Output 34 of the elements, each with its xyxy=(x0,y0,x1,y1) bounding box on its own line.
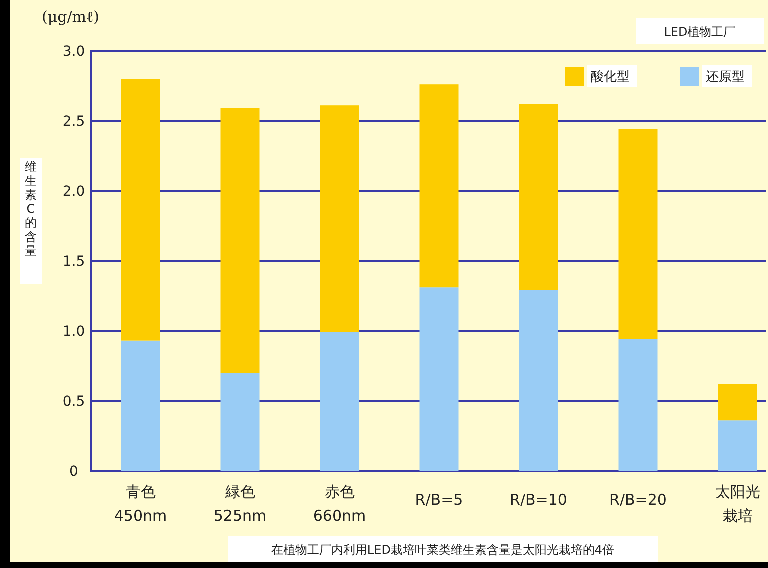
bar xyxy=(220,108,260,373)
bar xyxy=(121,340,160,471)
bar xyxy=(220,373,260,471)
y-axis-title: 维生素C的含量 xyxy=(25,160,37,258)
bar xyxy=(320,106,360,332)
bar xyxy=(121,79,160,341)
y-tick-label: 0 xyxy=(70,464,78,480)
x-tick-label: R/B=10 xyxy=(510,491,568,509)
y-tick-label: 0.5 xyxy=(62,394,86,410)
x-tick-label: 緑色 525nm xyxy=(214,483,267,525)
y-tick-label: 3.0 xyxy=(62,44,86,60)
bar xyxy=(320,332,360,471)
bar xyxy=(519,104,558,290)
x-tick-label: 太阳光栽培 xyxy=(715,483,760,525)
bar xyxy=(618,339,658,471)
text: 在植物工厂内利用LED栽培叶菜类维生素含量是太阳光栽培的4倍 xyxy=(271,543,615,557)
y-tick-label: 2.0 xyxy=(62,184,86,200)
bar xyxy=(718,420,758,471)
x-tick-label: R/B=20 xyxy=(610,491,667,509)
legend-label: 酸化型 xyxy=(591,70,630,85)
y-tick-label: 2.5 xyxy=(62,114,86,130)
y-tick-label: 1.5 xyxy=(62,254,86,270)
bar xyxy=(519,290,558,471)
y-tick-label: 1.0 xyxy=(62,324,86,340)
text: (μg/mℓ) xyxy=(42,8,100,26)
x-tick-label: 赤色 660nm xyxy=(313,483,366,525)
bar xyxy=(618,129,658,340)
chart-title: LED植物工厂 xyxy=(664,25,736,39)
bar xyxy=(718,384,758,421)
x-tick-label: R/B=5 xyxy=(415,491,464,509)
bar xyxy=(420,288,459,471)
bar xyxy=(420,84,459,288)
x-tick-label: 青色 450nm xyxy=(114,483,168,525)
legend-label: 还原型 xyxy=(706,70,745,85)
